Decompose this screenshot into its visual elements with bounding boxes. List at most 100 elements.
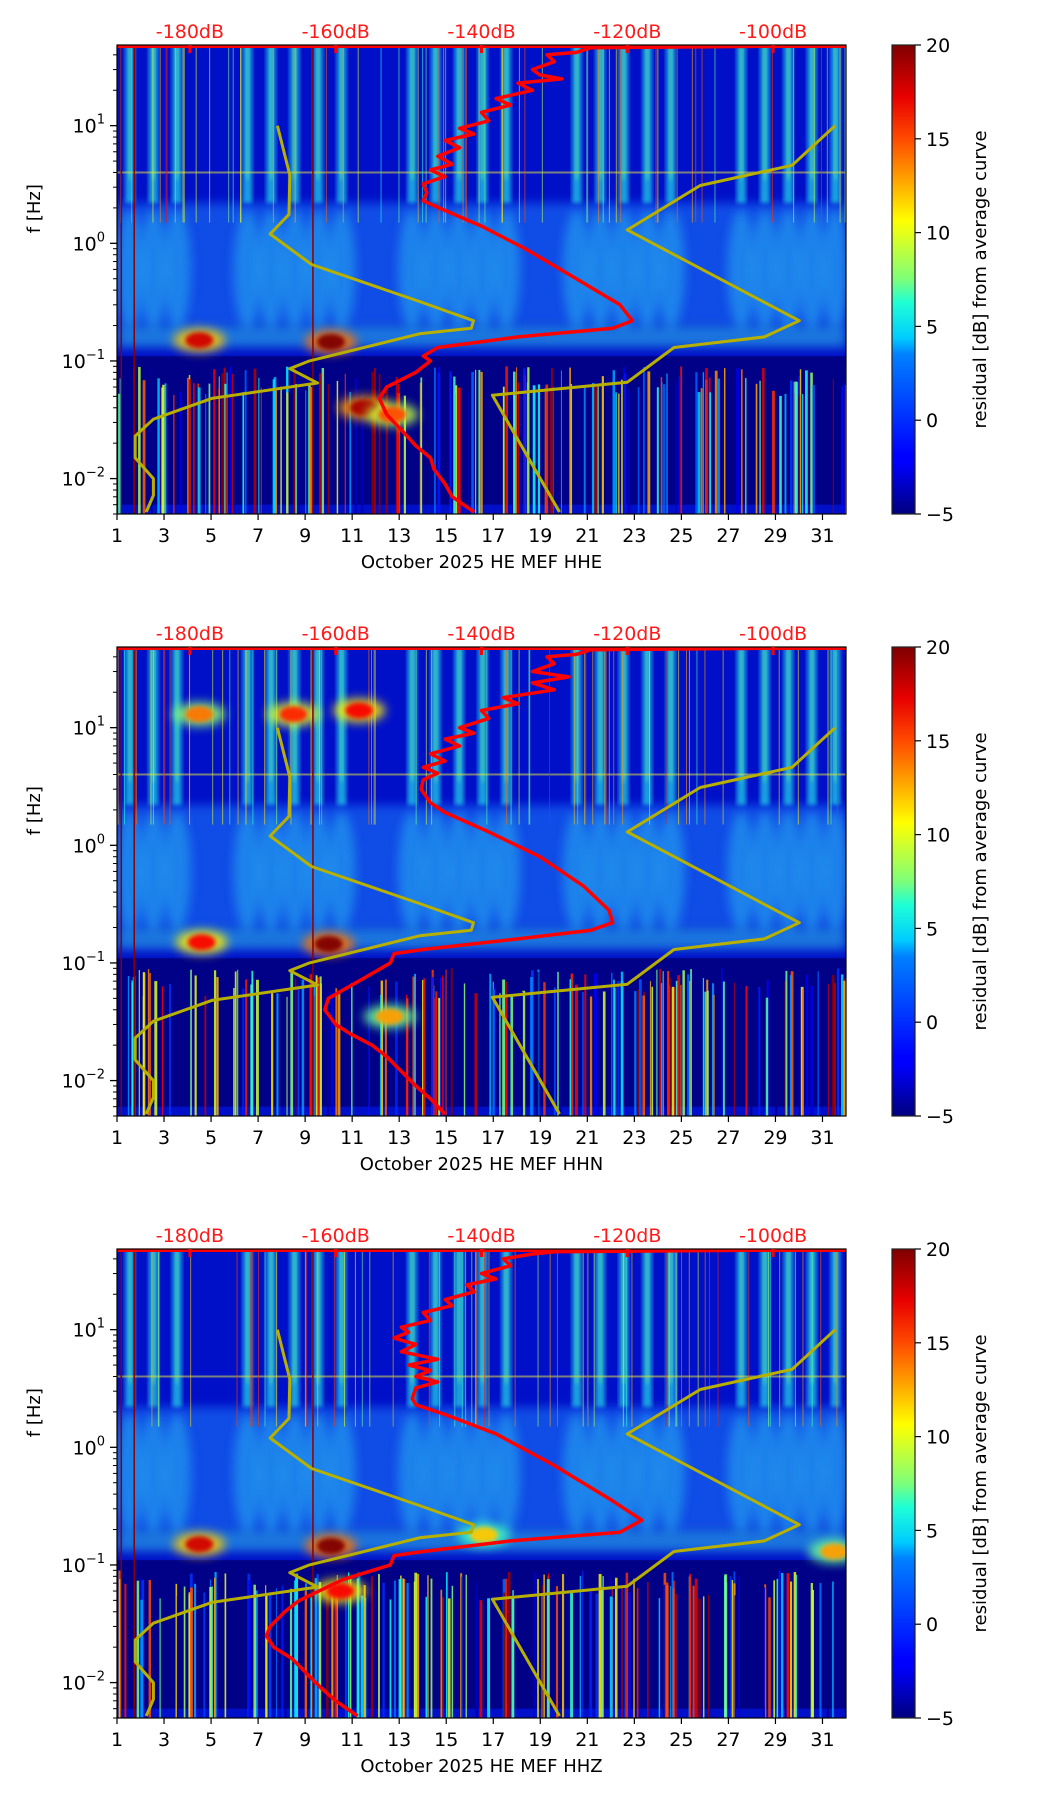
daily-plume — [468, 811, 497, 932]
streak — [776, 1578, 779, 1718]
streak — [758, 987, 761, 1116]
daily-stripe-core — [504, 45, 508, 180]
speckle-line — [425, 647, 427, 825]
daily-plume — [117, 811, 144, 932]
colorbar-tick-label: 15 — [926, 1333, 950, 1355]
event-spot — [185, 1536, 214, 1553]
streak — [740, 369, 743, 514]
colorbar — [891, 44, 916, 515]
streak — [625, 1572, 629, 1718]
speckle-line — [368, 647, 370, 825]
streak — [671, 986, 675, 1116]
streak — [704, 991, 708, 1116]
speckle-line — [697, 1249, 699, 1427]
streak — [831, 975, 835, 1116]
streak — [294, 989, 297, 1116]
streak — [833, 983, 836, 1116]
streak — [276, 993, 279, 1116]
streak — [698, 1598, 701, 1718]
x-tick-label: 31 — [810, 1729, 834, 1751]
db-tick — [771, 647, 775, 655]
streak — [164, 383, 167, 514]
colorbar-tick-label: 5 — [926, 316, 938, 338]
streak — [692, 1585, 695, 1718]
streak — [475, 369, 477, 514]
daily-plume — [656, 1413, 685, 1534]
streak — [759, 380, 761, 514]
x-tick-label: 25 — [669, 1729, 693, 1751]
x-tick-label: 17 — [481, 1729, 505, 1751]
daily-plume — [233, 1413, 262, 1534]
streak — [356, 1578, 360, 1718]
daily-plume — [727, 811, 756, 932]
speckle-line — [131, 45, 133, 223]
streak — [660, 377, 663, 514]
streak — [532, 385, 536, 514]
daily-plume — [421, 209, 450, 330]
x-tick-label: 17 — [481, 1127, 505, 1149]
speckle-line — [228, 45, 230, 223]
streak — [250, 984, 253, 1116]
db-tick-label: -180dB — [156, 623, 224, 645]
daily-plume — [586, 811, 615, 932]
speckle-line — [461, 1249, 463, 1427]
streak — [779, 395, 782, 514]
db-tick-label: -140dB — [447, 623, 515, 645]
daily-plume — [327, 1413, 356, 1534]
daily-plume — [562, 209, 591, 330]
daily-stripe-core — [622, 45, 626, 180]
x-tick-label: 11 — [340, 525, 364, 547]
x-tick-label: 31 — [810, 525, 834, 547]
speckle-line — [537, 1249, 539, 1427]
speckle-line — [169, 647, 171, 825]
streak — [795, 381, 798, 514]
daily-stripe-core — [810, 45, 814, 180]
streak — [237, 969, 239, 1116]
streak — [647, 1581, 649, 1718]
streak — [786, 1573, 790, 1718]
streak — [595, 1593, 599, 1718]
speckle-line — [428, 1249, 430, 1427]
streak — [589, 1591, 593, 1718]
streak — [403, 395, 407, 514]
speckle-line — [704, 1249, 706, 1427]
nhnm-curve — [490, 1328, 837, 1717]
streak — [351, 983, 353, 1116]
streak — [790, 1581, 793, 1718]
streak — [309, 386, 313, 514]
daily-stripe-core — [763, 45, 767, 180]
daily-stripe-core — [128, 1249, 132, 1384]
daily-plume — [797, 1413, 826, 1534]
daily-stripe-core — [786, 45, 791, 180]
streak — [682, 970, 685, 1116]
speckle-line — [275, 1249, 277, 1427]
streak — [675, 1593, 677, 1718]
speckle-line — [264, 1249, 266, 1427]
x-axis-label: October 2025 HE MEF HHN — [360, 1154, 603, 1175]
streak — [694, 1578, 698, 1718]
speckle-line — [151, 1249, 153, 1427]
event-spot — [345, 702, 374, 719]
streak — [337, 992, 341, 1116]
speckle-line — [471, 1249, 473, 1427]
speckle-line — [371, 647, 373, 825]
streak — [702, 978, 705, 1116]
streak — [589, 996, 593, 1116]
streak — [697, 392, 701, 514]
speckle-line — [135, 647, 137, 825]
streak — [805, 974, 809, 1116]
streak — [723, 368, 726, 514]
colorbar-tick-label: 10 — [926, 1427, 950, 1449]
streak — [702, 372, 705, 514]
streak — [617, 981, 620, 1116]
average-psd-curve — [323, 647, 846, 1116]
streak — [763, 1587, 766, 1718]
streak — [512, 1590, 514, 1718]
nlnm-curve — [133, 1329, 475, 1717]
streak — [663, 1584, 666, 1718]
speckle-line — [668, 1249, 670, 1427]
speckle-line — [272, 45, 274, 223]
streak — [280, 386, 282, 514]
streak — [628, 1592, 631, 1718]
event-spot — [279, 706, 308, 723]
